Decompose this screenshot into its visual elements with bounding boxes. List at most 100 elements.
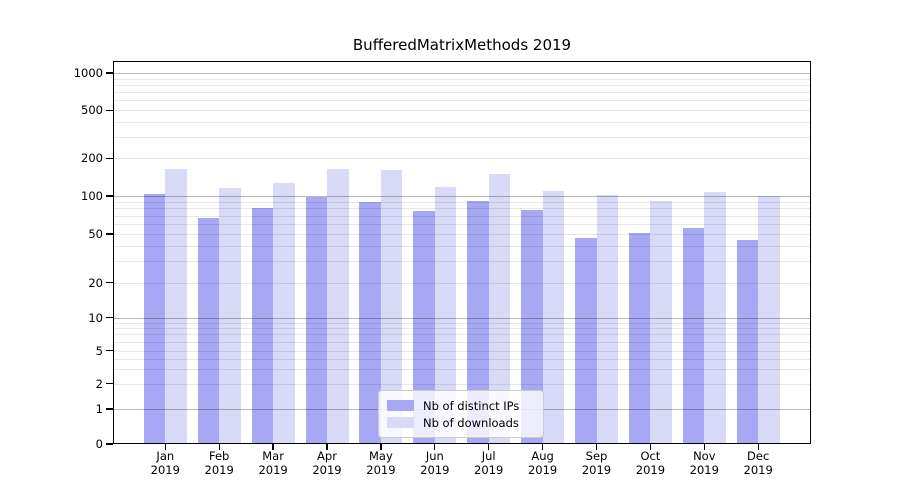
y-tick-label-20: 20 xyxy=(88,275,103,290)
x-tick-month: Jul xyxy=(481,449,496,463)
bar-distinct-ips-mar xyxy=(251,208,274,444)
bar-downloads-jun xyxy=(434,186,457,444)
x-tick-may xyxy=(380,444,382,450)
x-tick-month: Sep xyxy=(585,449,608,463)
x-tick-year: 2019 xyxy=(635,462,666,477)
y-tick-100 xyxy=(106,195,113,197)
gridline-major-100 xyxy=(114,196,810,197)
x-tick-year: 2019 xyxy=(743,462,773,477)
bar-downloads-jul xyxy=(488,174,511,444)
gridline-minor-20 xyxy=(114,282,810,284)
legend: Nb of distinct IPs Nb of downloads xyxy=(378,390,544,438)
bar-distinct-ips-sep xyxy=(575,238,597,444)
legend-label: Nb of distinct IPs xyxy=(423,398,520,413)
bar-downloads-apr xyxy=(327,168,349,444)
bar-distinct-ips-dec xyxy=(736,239,759,444)
bar-distinct-ips-nov xyxy=(682,227,705,444)
x-tick-year: 2019 xyxy=(689,462,719,477)
x-tick-jul xyxy=(488,444,490,450)
y-tick-label-0: 0 xyxy=(95,437,103,451)
gridline-minor-30 xyxy=(114,261,810,263)
gridline-minor-2 xyxy=(114,383,810,385)
y-tick-label-100: 100 xyxy=(81,189,103,203)
bar-downloads-jan xyxy=(165,168,187,444)
x-tick-jan xyxy=(164,444,166,450)
bar-distinct-ips-jun xyxy=(413,211,435,444)
legend-swatch-distinct-ips xyxy=(387,400,414,411)
gridline-minor-600 xyxy=(114,100,810,102)
x-tick-year: 2019 xyxy=(474,462,504,477)
legend-swatch-downloads xyxy=(387,417,414,428)
x-tick-label-jun: Jun 2019 xyxy=(405,449,465,477)
y-tick-500 xyxy=(106,109,113,111)
legend-row-downloads: Nb of downloads xyxy=(387,414,535,431)
x-tick-month: Oct xyxy=(640,449,661,463)
x-tick-year: 2019 xyxy=(581,462,612,477)
x-tick-year: 2019 xyxy=(527,462,558,477)
x-tick-year: 2019 xyxy=(204,462,234,477)
x-tick-month: Aug xyxy=(531,449,554,463)
y-tick-label-2: 2 xyxy=(95,376,103,391)
y-tick-0 xyxy=(106,443,113,445)
gridline-minor-9 xyxy=(114,322,810,324)
y-tick-label-500: 500 xyxy=(81,103,103,118)
x-tick-month: Dec xyxy=(747,449,770,463)
x-tick-label-jan: Jan 2019 xyxy=(135,449,195,477)
bar-distinct-ips-may xyxy=(359,202,381,444)
y-tick-label-200: 200 xyxy=(81,151,103,166)
y-tick-50 xyxy=(106,233,113,235)
x-tick-dec xyxy=(757,444,759,450)
y-tick-1000 xyxy=(106,72,113,74)
x-tick-label-sep: Sep 2019 xyxy=(567,449,627,477)
gridline-minor-500 xyxy=(114,110,810,112)
x-tick-nov xyxy=(703,444,705,450)
bar-downloads-aug xyxy=(542,190,565,444)
x-tick-month: Jun xyxy=(425,449,444,463)
bar-downloads-dec xyxy=(758,196,780,444)
bar-distinct-ips-feb xyxy=(197,217,220,444)
y-tick-5 xyxy=(106,349,113,352)
bar-downloads-feb xyxy=(219,187,241,444)
x-tick-year: 2019 xyxy=(366,462,396,477)
x-tick-month: Nov xyxy=(693,449,716,463)
chart-title: BufferedMatrixMethods 2019 xyxy=(352,36,572,54)
x-tick-label-apr: Apr 2019 xyxy=(297,449,357,477)
y-tick-label-5: 5 xyxy=(95,343,103,358)
legend-label: Nb of downloads xyxy=(423,415,519,430)
gridline-minor-4 xyxy=(114,358,810,360)
x-tick-month: Apr xyxy=(317,449,337,463)
x-tick-label-oct: Oct 2019 xyxy=(620,449,680,477)
x-tick-month: Feb xyxy=(209,449,230,463)
gridline-minor-40 xyxy=(114,245,810,247)
gridline-minor-900 xyxy=(114,78,810,80)
gridline-minor-90 xyxy=(114,201,810,203)
x-tick-feb xyxy=(218,444,220,450)
gridline-minor-80 xyxy=(114,208,810,210)
gridline-minor-400 xyxy=(114,121,810,123)
bar-downloads-may xyxy=(380,170,403,444)
gridline-major-10 xyxy=(114,317,810,319)
bar-downloads-oct xyxy=(650,201,672,444)
gridline-major-1000 xyxy=(114,73,810,74)
y-tick-label-1000: 1000 xyxy=(73,66,103,80)
gridline-minor-6 xyxy=(114,341,810,343)
x-tick-jun xyxy=(434,444,436,450)
x-tick-oct xyxy=(649,444,652,450)
x-tick-label-feb: Feb 2019 xyxy=(189,449,249,477)
bar-downloads-mar xyxy=(273,182,295,444)
y-tick-2 xyxy=(106,382,113,385)
y-tick-label-10: 10 xyxy=(88,310,103,325)
x-tick-label-mar: Mar 2019 xyxy=(243,449,303,477)
bar-distinct-ips-aug xyxy=(521,209,543,444)
x-tick-year: 2019 xyxy=(258,462,288,477)
gridline-minor-3 xyxy=(114,368,810,370)
y-tick-10 xyxy=(106,316,113,319)
x-tick-apr xyxy=(326,444,328,450)
gridline-minor-60 xyxy=(114,224,810,225)
gridline-minor-700 xyxy=(114,92,810,94)
y-tick-20 xyxy=(106,281,113,284)
x-tick-month: May xyxy=(369,449,393,463)
legend-row-distinct-ips: Nb of distinct IPs xyxy=(387,397,535,414)
x-tick-month: Jan xyxy=(156,449,175,463)
